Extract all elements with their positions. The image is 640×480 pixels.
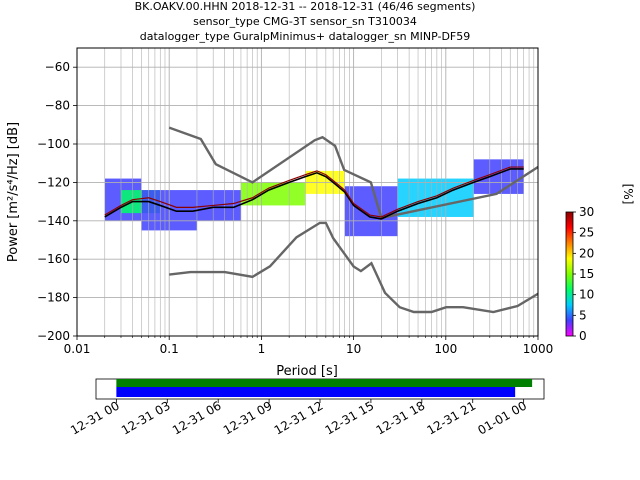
colorbar-gradient bbox=[565, 211, 574, 337]
noise-model-low bbox=[169, 221, 539, 314]
colorbar-tick-label: 30 bbox=[579, 205, 594, 219]
y-axis-label: Power [m²/s⁴/Hz] [dB] bbox=[6, 122, 21, 262]
y-tick-label: −140 bbox=[37, 214, 70, 228]
colorbar-tick-label: 5 bbox=[579, 308, 587, 322]
x-axis-label: Period [s] bbox=[276, 364, 338, 379]
y-tick-label: −160 bbox=[37, 252, 70, 266]
timeline-tick-label: 12-31 18 bbox=[374, 398, 428, 437]
timeline-tick-label: 12-31 21 bbox=[425, 398, 479, 437]
title-line: datalogger_type GuralpMinimus+ datalogge… bbox=[140, 30, 471, 43]
y-tick-label: −100 bbox=[37, 137, 70, 151]
chart-title: BK.OAKV.00.HHN 2018-12-31 -- 2018-12-31 … bbox=[135, 0, 476, 43]
x-tick-label: 1 bbox=[258, 342, 266, 356]
colorbar: 0 5 10 15 20 25 30 [%] bbox=[565, 184, 635, 343]
noise-model-high bbox=[168, 126, 539, 220]
coverage-data-bar bbox=[116, 379, 533, 387]
title-line: sensor_type CMG-3T sensor_sn T310034 bbox=[193, 15, 417, 28]
y-tick-label: −180 bbox=[37, 291, 70, 305]
plot-frame bbox=[76, 47, 539, 337]
coverage-segments-bar bbox=[116, 387, 516, 397]
x-tick-label: 100 bbox=[434, 342, 457, 356]
psd-density-heatmap bbox=[104, 159, 524, 237]
colorbar-tick-label: 10 bbox=[579, 288, 594, 302]
y-tick-label: −200 bbox=[37, 329, 70, 343]
timeline-tick-label: 12-31 12 bbox=[272, 398, 326, 437]
colorbar-label: [%] bbox=[621, 184, 635, 205]
timeline-tick-label: 12-31 00 bbox=[68, 398, 122, 437]
colorbar-tick-label: 20 bbox=[579, 246, 594, 260]
x-axis: 0.01 0.1 1 10 100 1000 bbox=[64, 336, 554, 356]
y-tick-label: −80 bbox=[45, 99, 70, 113]
y-tick-label: −60 bbox=[45, 60, 70, 74]
timeline-tick-label: 12-31 15 bbox=[323, 398, 377, 437]
timeline-tick-label: 12-31 09 bbox=[221, 398, 275, 437]
statistics-curves bbox=[104, 166, 524, 220]
x-tick-label: 0.01 bbox=[64, 342, 91, 356]
colorbar-tick-label: 0 bbox=[579, 329, 587, 343]
noise-models bbox=[168, 126, 539, 314]
density-cell bbox=[473, 159, 524, 194]
y-axis: −200 −180 −160 −140 −120 −100 −80 −60 bbox=[37, 60, 77, 343]
density-cell bbox=[344, 186, 398, 237]
mode-curve bbox=[104, 166, 524, 218]
x-tick-label: 0.1 bbox=[160, 342, 179, 356]
x-tick-label: 1000 bbox=[523, 342, 554, 356]
mean-curve bbox=[104, 168, 524, 220]
colorbar-tick-label: 15 bbox=[579, 267, 594, 281]
y-tick-label: −120 bbox=[37, 175, 70, 189]
colorbar-tick-label: 25 bbox=[579, 226, 594, 240]
timeline-tick-label: 12-31 06 bbox=[170, 398, 224, 437]
timeline-tick-label: 01-01 00 bbox=[475, 398, 529, 437]
title-line: BK.OAKV.00.HHN 2018-12-31 -- 2018-12-31 … bbox=[135, 0, 476, 13]
x-tick-label: 10 bbox=[346, 342, 361, 356]
timeline-tick-label: 12-31 03 bbox=[119, 398, 173, 437]
